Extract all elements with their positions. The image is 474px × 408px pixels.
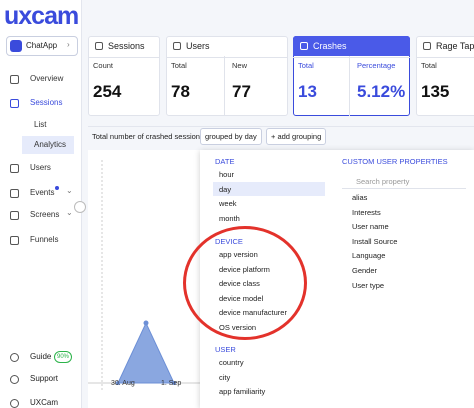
card-icon	[95, 42, 103, 50]
nav-icon	[10, 399, 19, 408]
option[interactable]: day	[219, 184, 232, 194]
option[interactable]: app familiarity	[219, 387, 266, 396]
metric-label: Count	[93, 61, 114, 70]
menu-icon[interactable]	[74, 201, 86, 213]
chevron: ⌄	[66, 186, 73, 195]
nav-item[interactable]: UXCam	[30, 398, 59, 407]
nav-highlight	[22, 136, 74, 154]
nav-icon	[10, 353, 19, 362]
metric-label: Percentage	[357, 61, 396, 70]
nav-icon	[10, 75, 19, 84]
metric-value: 77	[232, 82, 251, 101]
status-dot	[55, 186, 59, 190]
search-box[interactable]: Search property	[342, 173, 466, 189]
point	[116, 381, 120, 385]
selected-bg	[213, 181, 325, 196]
x-tick-label: 30. Aug	[111, 380, 135, 387]
highlight-circle	[183, 226, 307, 340]
progress-badge: 90%	[54, 351, 73, 363]
option[interactable]: month	[219, 213, 240, 223]
card-title: Sessions	[108, 41, 145, 51]
nav-item[interactable]: Overview	[30, 74, 64, 83]
option[interactable]: city	[219, 372, 231, 382]
nav-icon	[10, 164, 19, 173]
nav-icon	[10, 236, 19, 245]
app-name: ChatApp	[26, 41, 58, 50]
metric-value: 254	[93, 82, 122, 101]
point	[172, 381, 176, 385]
metric-value: 135	[421, 82, 450, 101]
metric-label: Total	[171, 61, 187, 70]
card-underline	[88, 57, 160, 58]
option[interactable]: User name	[352, 222, 389, 232]
option[interactable]: alias	[352, 193, 368, 202]
card-header	[293, 36, 410, 56]
nav-icon	[10, 375, 19, 384]
card-icon	[300, 42, 308, 50]
nav-item[interactable]: Events	[30, 188, 55, 197]
metric-value: 5.12%	[357, 82, 406, 101]
metric-card[interactable]	[166, 36, 288, 116]
option[interactable]: User type	[352, 280, 385, 290]
option[interactable]: week	[219, 199, 237, 208]
metric-label: Total	[421, 61, 437, 70]
app-selector[interactable]: ChatApp ›	[6, 36, 78, 56]
toolbar-label: Total number of crashed sessions	[92, 132, 204, 141]
card-underline	[293, 57, 410, 58]
sidebar	[0, 0, 82, 408]
card-underline	[416, 57, 474, 58]
option[interactable]: Interests	[352, 207, 381, 217]
chevron: ›	[67, 40, 70, 49]
metric-label: New	[232, 61, 248, 70]
nav-item[interactable]: Sessions	[30, 98, 63, 107]
nav-icon	[10, 99, 19, 108]
section-title: USER	[215, 345, 236, 354]
chart-panel	[88, 150, 200, 408]
divider	[88, 126, 474, 127]
x-tick-label: 1. Sep	[161, 380, 182, 387]
area	[117, 321, 175, 384]
metric-value: 78	[171, 82, 190, 101]
option[interactable]: Install Source	[352, 236, 398, 246]
nav-item[interactable]: Users	[30, 163, 51, 172]
card-icon	[423, 42, 431, 50]
card-title: Rage Taps	[436, 41, 474, 51]
metric-label: Total	[298, 61, 314, 70]
option[interactable]: hour	[219, 170, 235, 179]
section-title: CUSTOM USER PROPERTIES	[342, 157, 448, 166]
card-title: Users	[186, 41, 210, 51]
nav-icon	[10, 211, 19, 220]
metric-value: 13	[298, 82, 317, 101]
app-icon	[10, 40, 22, 52]
grouping-button[interactable]: grouped by day	[200, 128, 262, 145]
card-underline	[166, 57, 288, 58]
nav-item[interactable]: Support	[30, 374, 59, 383]
nav-icon	[10, 189, 19, 198]
nav-item[interactable]: Guide	[30, 352, 52, 361]
chart	[88, 160, 200, 390]
nav-item[interactable]: List	[34, 120, 47, 129]
card-divider	[349, 56, 350, 116]
option[interactable]: country	[219, 358, 244, 367]
nav-item[interactable]: Analytics	[34, 140, 67, 149]
card-icon	[173, 42, 181, 50]
chevron: ⌄	[66, 208, 73, 217]
section-title: DATE	[215, 157, 235, 166]
option[interactable]: Language	[352, 251, 386, 261]
point	[143, 320, 149, 326]
card-title: Crashes	[313, 41, 347, 51]
add-grouping[interactable]: + add grouping	[266, 128, 327, 145]
nav-item[interactable]: Funnels	[30, 235, 59, 244]
nav-item[interactable]: Screens	[30, 210, 60, 219]
card-divider	[224, 56, 225, 116]
logo[interactable]: uxcam	[4, 2, 79, 30]
option[interactable]: Gender	[352, 266, 378, 275]
